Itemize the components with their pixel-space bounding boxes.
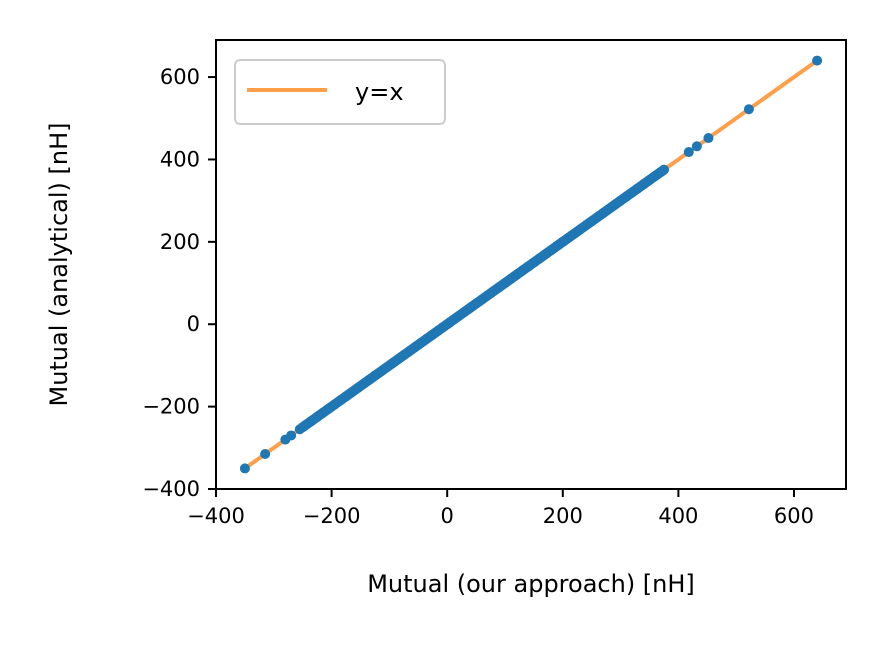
- scatter-point: [658, 164, 669, 175]
- x-tick-label: 600: [774, 504, 814, 528]
- scatter-point: [683, 147, 694, 158]
- y-tick-label: −400: [142, 477, 200, 501]
- scatter-point: [260, 448, 271, 459]
- x-tick-label: −400: [187, 504, 245, 528]
- x-tick-label: 400: [658, 504, 698, 528]
- y-tick-label: 400: [160, 147, 200, 171]
- scatter-point: [812, 55, 823, 66]
- legend: y=x: [234, 59, 446, 125]
- scatter-point: [703, 133, 714, 144]
- y-axis-ticks: −400 −200 0 200 400 600: [142, 65, 216, 501]
- x-tick-label: 0: [441, 504, 454, 528]
- y-tick-label: 200: [160, 230, 200, 254]
- scatter-point: [286, 430, 297, 441]
- y-tick-label: 0: [187, 312, 200, 336]
- plot-frame: [215, 39, 847, 490]
- scatter-point: [239, 463, 250, 474]
- x-axis-label: Mutual (our approach) [nH]: [367, 570, 695, 598]
- legend-label-y-equals-x: y=x: [355, 78, 404, 106]
- y-tick-label: −200: [142, 395, 200, 419]
- plot-marks: [239, 55, 823, 474]
- y-axis-label: Mutual (analytical) [nH]: [45, 122, 73, 406]
- scatter-point: [691, 141, 702, 152]
- scatter-point: [743, 104, 754, 115]
- x-tick-label: 200: [543, 504, 583, 528]
- x-axis-ticks: −400 −200 0 200 400 600: [187, 489, 814, 528]
- x-tick-label: −200: [303, 504, 361, 528]
- y-tick-label: 600: [160, 65, 200, 89]
- legend-box: [234, 59, 446, 125]
